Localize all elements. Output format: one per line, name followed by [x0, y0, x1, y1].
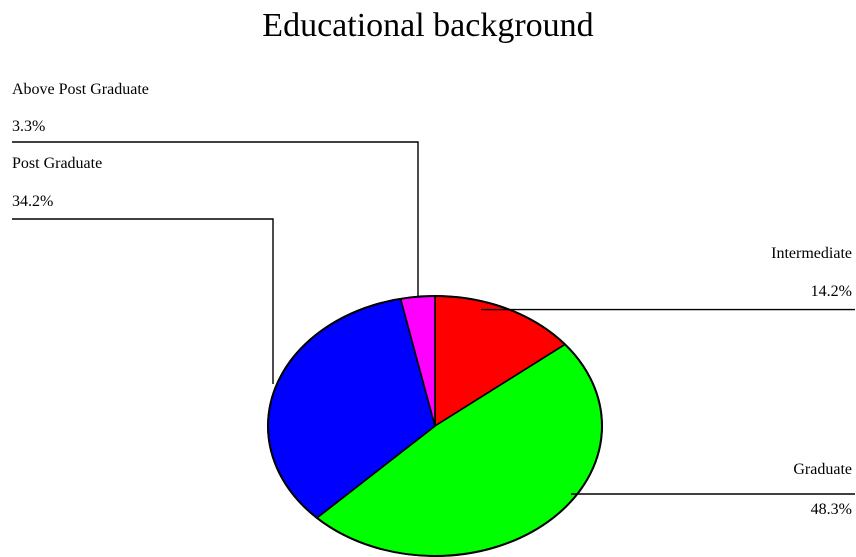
- slice-value-graduate: 48.3%: [811, 501, 852, 518]
- slice-label-above-post-graduate: Above Post Graduate: [12, 81, 149, 98]
- slice-label-graduate: Graduate: [793, 461, 852, 478]
- pie-outline: [267, 295, 603, 557]
- slice-labels: Intermediate 14.2% Graduate 48.3% Post Gradu…: [12, 81, 852, 518]
- slice-value-post-graduate: 34.2%: [12, 193, 53, 210]
- leader-line-post-graduate: [12, 218, 274, 384]
- pie-slices: [267, 295, 603, 557]
- slice-label-post-graduate: Post Graduate: [12, 155, 102, 172]
- slice-label-intermediate: Intermediate: [771, 245, 852, 262]
- slice-value-intermediate: 14.2%: [811, 283, 852, 300]
- slice-value-above-post-graduate: 3.3%: [12, 118, 45, 135]
- chart-title: Educational background: [262, 7, 594, 44]
- leader-line-above-post-graduate: [12, 141, 419, 298]
- leader-lines: [12, 141, 855, 495]
